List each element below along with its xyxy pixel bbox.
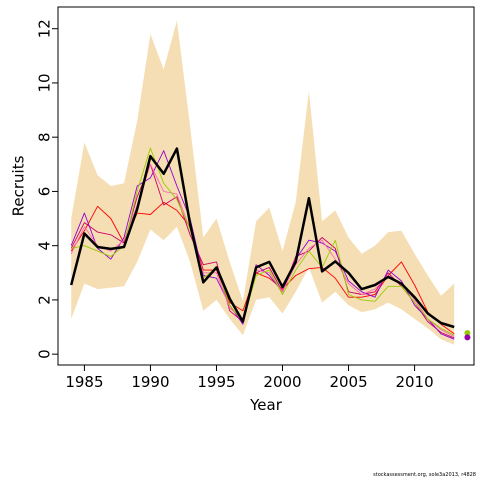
x-tick-label: 2005: [329, 373, 367, 391]
y-axis: 0 2 4 6 8 10 12: [36, 19, 59, 359]
confidence-band: [71, 20, 455, 345]
footer-note: stockassessment.org, sole3a2013, r4828: [373, 472, 476, 478]
confidence-band-layer: [71, 20, 455, 345]
x-tick-label: 2000: [263, 373, 301, 391]
end-point-1: [464, 334, 471, 341]
y-tick-label: 8: [36, 132, 54, 142]
series-line-retro-5: [71, 147, 455, 336]
x-tick-label: 1990: [131, 373, 169, 391]
y-tick-label: 12: [36, 19, 54, 38]
y-axis-label: Recruits: [10, 155, 28, 216]
series-layer: [69, 147, 455, 340]
y-tick-label: 6: [36, 187, 54, 197]
y-tick-label: 0: [36, 349, 54, 359]
x-axis: 1985 1990 1995 2000 2005 2010: [65, 364, 434, 391]
x-tick-label: 1995: [197, 373, 235, 391]
x-tick-label: 1985: [65, 373, 103, 391]
end-point-0: [464, 329, 471, 336]
y-tick-label: 10: [36, 73, 54, 92]
end-points-layer: [464, 329, 471, 341]
y-tick-label: 4: [36, 241, 54, 251]
series-line-estimate: [69, 147, 455, 329]
x-axis-label: Year: [249, 396, 283, 414]
y-tick-label: 2: [36, 295, 54, 305]
x-tick-label: 2010: [395, 373, 433, 391]
series-line-retro-3: [70, 150, 455, 340]
